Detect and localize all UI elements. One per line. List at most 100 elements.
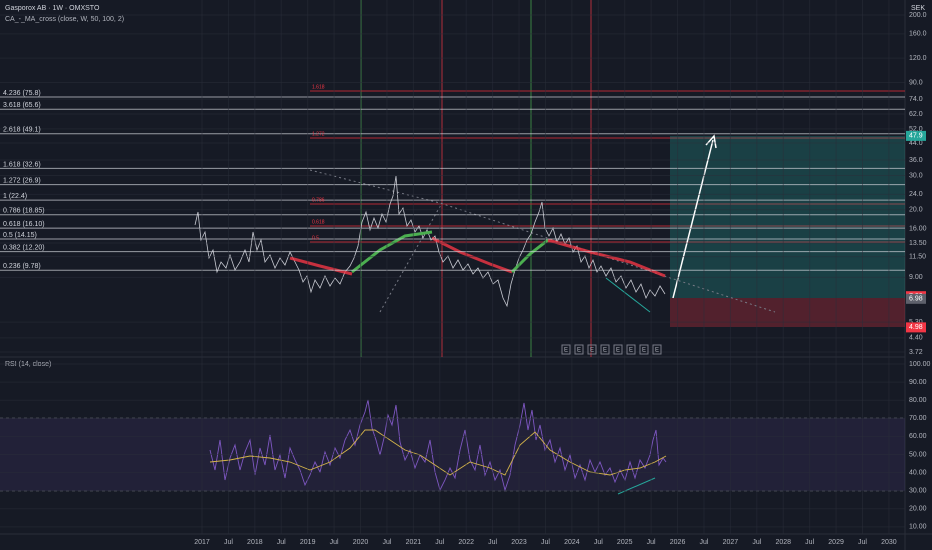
time-label: Jul [858,539,867,546]
currency[interactable]: SEK [911,5,925,12]
fib-label: 0.382 (12.20) [3,244,45,251]
rsi-tick-label: 60.00 [909,433,927,440]
time-label: 2023 [511,539,527,546]
symbol-title[interactable]: Gasporox AB · 1W · OMXSTO [5,5,100,12]
profit-zone [670,136,905,298]
price-marker [906,130,926,141]
price-tick-label: 11.50 [909,253,926,260]
time-label: 2017 [194,539,210,546]
time-label: 2026 [670,539,686,546]
fib-label: 4.236 (75.8) [3,90,41,97]
earnings-label: E [629,348,633,354]
rsi-tick-label: 50.00 [909,451,927,458]
fib-label: 0.786 (18.85) [3,208,45,215]
chart-fib [310,90,905,243]
price-tick-label: 3.72 [909,349,923,356]
indicator-title[interactable]: CA_-_MA_cross (close, W, 50, 100, 2) [5,16,124,23]
earnings-label: E [655,348,659,354]
time-label: 2024 [564,539,580,546]
price-tick-label: 44.0 [909,140,923,147]
fib-label: 0.5 (14.15) [3,232,37,239]
time-label: Jul [700,539,709,546]
time-label: Jul [277,539,286,546]
price-tick-label: 24.0 [909,191,923,198]
time-label: Jul [330,539,339,546]
price-tick-label: 52.0 [909,126,923,133]
time-label: 2019 [300,539,316,546]
time-label: 2021 [406,539,422,546]
time-label: Jul [488,539,497,546]
earnings-badge[interactable] [639,344,649,355]
price-tick-label: 20.0 [909,207,923,214]
rsi-divergence [617,477,656,495]
price-tick-label: 120.0 [909,55,927,62]
rsi-ma [209,429,667,476]
time-label: 2027 [723,539,739,546]
time-label: Jul [752,539,761,546]
rsi-tick-label: 80.00 [909,397,927,404]
time-label: Jul [647,539,656,546]
rsi-tick-label: 20.00 [909,506,927,513]
time-label: 2022 [458,539,474,546]
time-label: Jul [594,539,603,546]
time-label: 2029 [828,539,844,546]
time-label: Jul [541,539,550,546]
ma-line [431,236,513,274]
earnings-badge[interactable] [626,344,636,355]
rsi-tick-label: 70.00 [909,415,927,422]
arrow [672,139,714,299]
rsi-tick-label: 30.00 [909,488,927,495]
fib-label: 1 (22.4) [3,193,27,200]
earnings-badge[interactable] [600,344,610,355]
fib-label: 0.236 (9.78) [3,263,41,270]
fib-label: 2.618 (49.1) [3,127,41,134]
rsi-tick-label: 90.00 [909,379,927,386]
price-tick-label: 160.0 [909,31,927,38]
ma-line [510,238,549,274]
earnings-badge[interactable] [613,344,623,355]
time-label: 2018 [247,539,263,546]
ma-line [289,256,353,276]
earnings-label: E [603,348,607,354]
time-label: 2028 [775,539,791,546]
time-label: 2025 [617,539,633,546]
time-label: Jul [382,539,391,546]
earnings-label: E [577,348,581,354]
time-label: Jul [224,539,233,546]
rsi-tick-label: 100.00 [909,361,931,368]
earnings-badge[interactable] [587,344,597,355]
price-tick-label: 62.0 [909,111,923,118]
chart-fib-label: 0.618 [312,219,325,225]
earnings-badge[interactable] [561,344,571,355]
price-tick-label: 74.0 [909,96,923,103]
price-marker-label: 4.98 [909,324,923,331]
rsi-tick-label: 10.00 [909,524,927,531]
earnings-label: E [590,348,594,354]
time-label: Jul [435,539,444,546]
price-tick-label: 200.0 [909,12,927,19]
chart-fib-label: 0.5 [312,235,319,241]
earnings-label: E [616,348,620,354]
price-tick-label: 30.0 [909,172,923,179]
price-marker-label: 47.9 [909,133,923,140]
chart-fib-label: 0.786 [312,197,325,203]
price-tick-label: 9.00 [909,274,923,281]
price-marker-label: 6.98 [909,296,923,303]
price-marker [906,293,926,304]
price-marker [906,322,926,333]
fib-label: 1.272 (26.9) [3,178,41,185]
price-tick-label: 90.0 [909,79,923,86]
trend-line [379,202,443,313]
time-label: 2020 [353,539,369,546]
rsi-tick-label: 40.00 [909,469,927,476]
price-tick-label: 16.00 [909,225,927,232]
fib-label: 3.618 (65.6) [3,102,41,109]
earnings-badge[interactable] [652,344,662,355]
chart-fib-label: 1.618 [312,84,325,90]
fib-label: 0.618 (16.10) [3,221,45,228]
earnings-badge[interactable] [574,344,584,355]
price-tick-label: 36.0 [909,157,923,164]
earnings-label: E [642,348,646,354]
arrow-head [705,134,717,149]
